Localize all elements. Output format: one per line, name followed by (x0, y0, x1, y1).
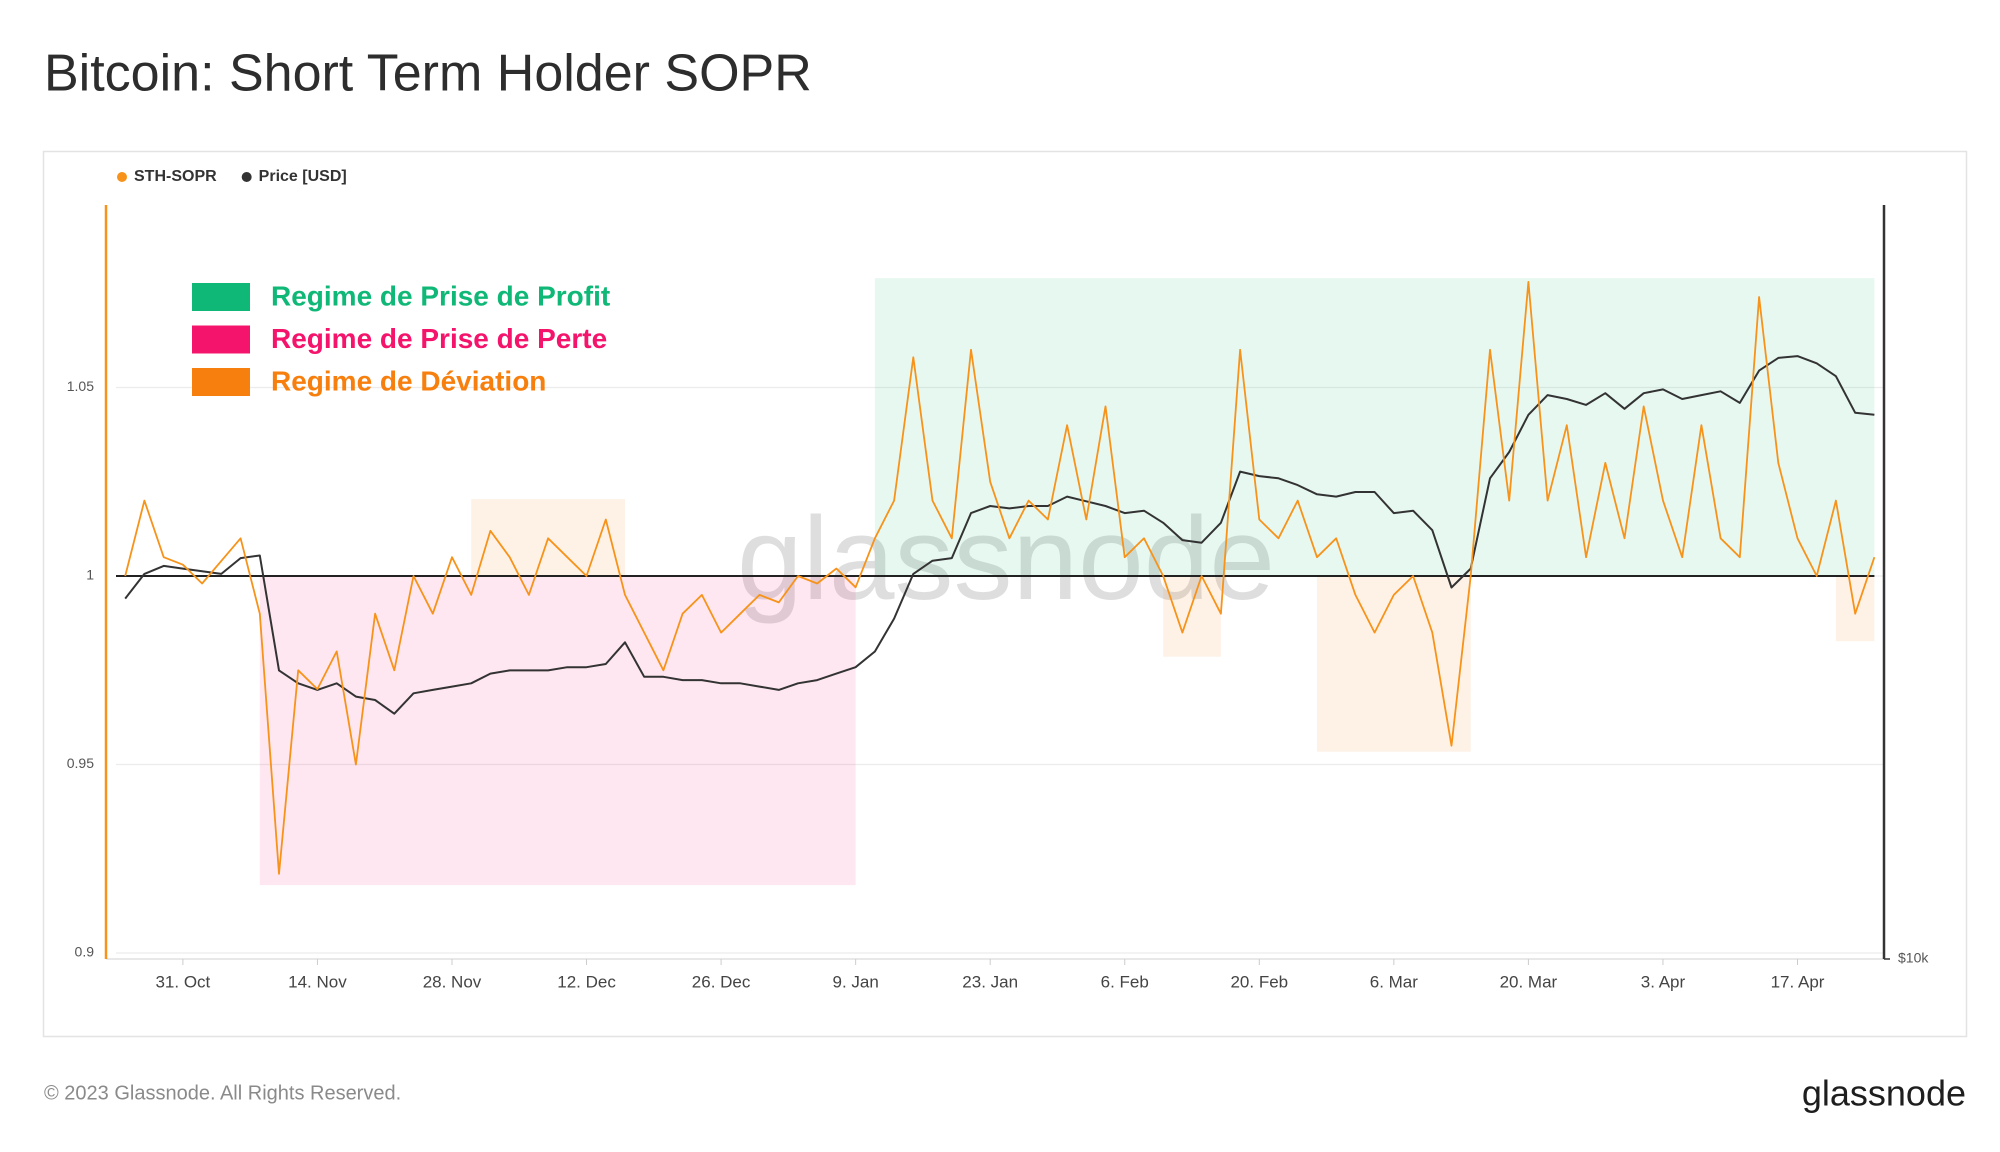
regime-area (874, 278, 1875, 576)
regime-label: Regime de Prise de Perte (271, 323, 607, 354)
regime-area (1316, 576, 1471, 752)
series-line (124, 281, 1876, 875)
y2-tick-label: $10k (1898, 950, 1929, 966)
chart-frame (42, 150, 1968, 1038)
legend-marker (241, 172, 252, 182)
regime-swatch (192, 283, 250, 311)
x-tick-label: 23. Jan (962, 972, 1018, 991)
y-tick-label: 0.95 (67, 755, 94, 771)
regime-label: Regime de Déviation (271, 365, 546, 396)
footer: © 2023 Glassnode. All Rights Reserved. (44, 1082, 401, 1104)
watermark: glassnode (737, 493, 1275, 625)
y-tick-label: 0.9 (75, 944, 95, 960)
regime-swatch (192, 368, 250, 396)
regime-area (1163, 576, 1221, 657)
x-tick-label: 14. Nov (288, 972, 347, 991)
x-tick-label: 17. Apr (1771, 972, 1825, 991)
x-tick-label: 12. Dec (557, 972, 616, 991)
x-tick-label: 9. Jan (832, 972, 878, 991)
y-tick-label: 1 (86, 567, 94, 583)
legend-marker (117, 172, 127, 182)
x-tick-label: 6. Feb (1101, 972, 1149, 991)
x-tick-label: 26. Dec (692, 972, 751, 991)
chart-title: Bitcoin: Short Term Holder SOPR (44, 45, 812, 103)
legend-label: STH-SOPR (134, 168, 217, 185)
series-line (124, 355, 1875, 715)
y-tick-label: 1.05 (67, 378, 94, 394)
regime-swatch (192, 325, 250, 354)
x-tick-label: 20. Mar (1500, 972, 1558, 991)
x-tick-label: 20. Feb (1230, 972, 1288, 991)
x-tick-label: 28. Nov (423, 972, 482, 991)
x-tick-label: 6. Mar (1370, 972, 1419, 991)
x-tick-label: 3. Apr (1641, 972, 1686, 991)
brand-logo: glassnode (1802, 1073, 1966, 1114)
regime-area (259, 576, 856, 886)
regime-label: Regime de Prise de Profit (271, 280, 610, 311)
legend-label: Price [USD] (259, 168, 347, 185)
x-tick-label: 31. Oct (155, 972, 210, 991)
